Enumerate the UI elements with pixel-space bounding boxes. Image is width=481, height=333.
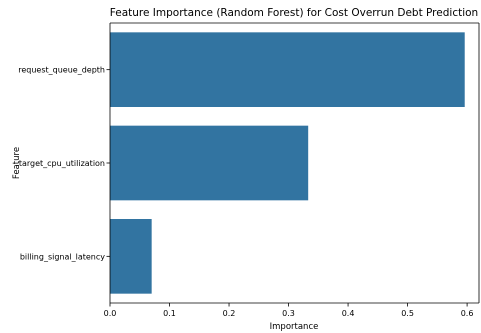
chart-title: Feature Importance (Random Forest) for C… [110,7,478,19]
x-tick-label: 0.1 [163,309,176,318]
bar-request-queue-depth [110,32,465,108]
y-tick-label: request_queue_depth [18,66,105,75]
x-tick-label: 0.0 [104,309,117,318]
bar-target-cpu-utilization [110,125,309,201]
y-tick-label: target_cpu_utilization [19,159,105,168]
x-tick-label: 0.5 [401,309,414,318]
x-tick-label: 0.2 [223,309,236,318]
bar-billing-signal-latency [110,219,152,294]
x-tick-label: 0.6 [461,309,474,318]
x-tick-label: 0.3 [282,309,295,318]
y-axis-title: Feature [12,147,22,179]
axis-spines [109,22,480,304]
x-axis-title: Importance [270,322,319,332]
y-tick-label: billing_signal_latency [20,252,105,261]
x-tick-label: 0.4 [342,309,355,318]
bars-layer [110,32,465,294]
x-axis: 0.0 0.1 0.2 0.3 0.4 0.5 0.6 [104,303,474,318]
y-axis: request_queue_depth target_cpu_utilizatio… [18,66,110,261]
